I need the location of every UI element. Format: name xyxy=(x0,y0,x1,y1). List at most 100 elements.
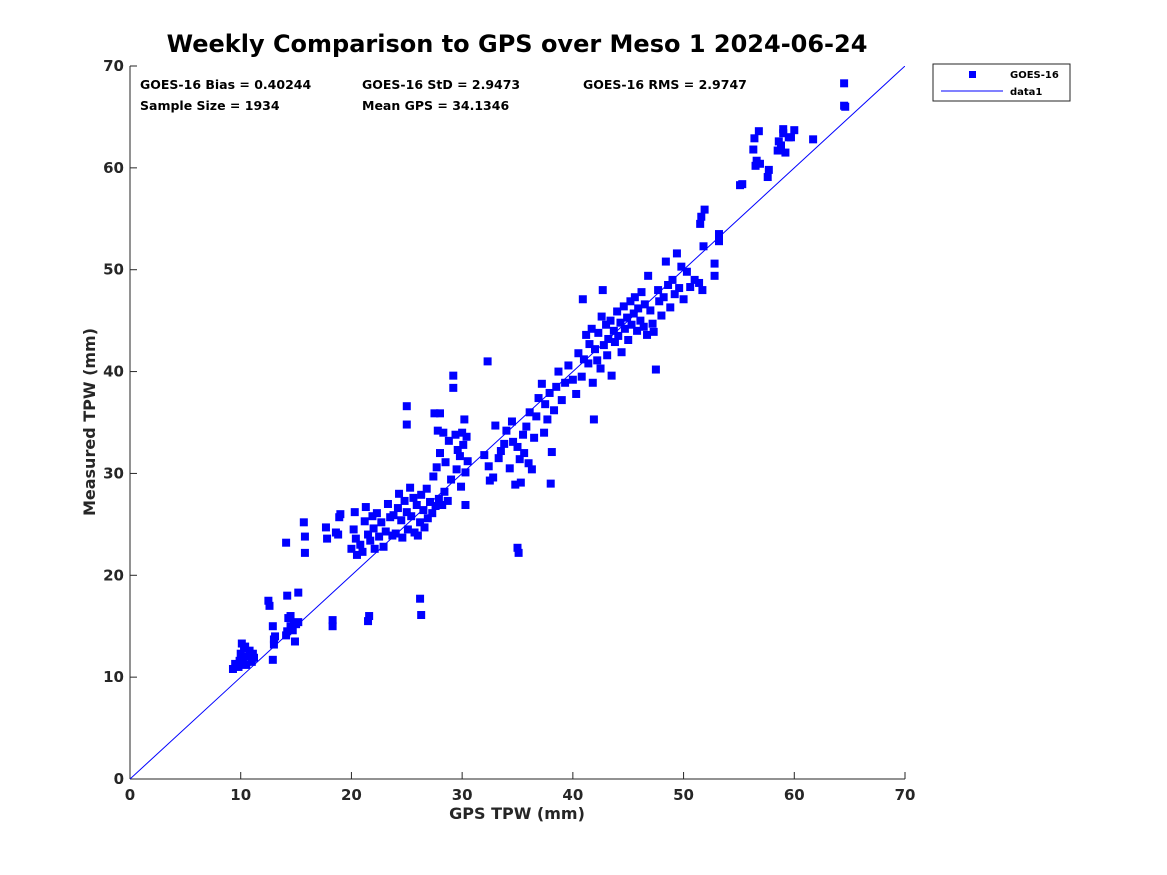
data-point xyxy=(699,242,708,251)
data-point xyxy=(500,439,509,448)
data-point xyxy=(444,436,453,445)
data-point xyxy=(624,335,633,344)
data-point xyxy=(236,649,245,658)
data-point xyxy=(516,478,525,487)
data-point xyxy=(242,660,251,669)
data-point xyxy=(288,626,297,635)
y-tick-label: 0 xyxy=(114,770,124,788)
data-point xyxy=(300,548,309,557)
data-point xyxy=(511,480,520,489)
data-point xyxy=(430,409,439,418)
data-point xyxy=(461,501,470,510)
data-point xyxy=(649,327,658,336)
data-point xyxy=(289,619,298,628)
data-point xyxy=(248,649,257,658)
data-point xyxy=(751,161,760,170)
data-point xyxy=(738,180,747,189)
data-point xyxy=(358,547,367,556)
data-point xyxy=(639,322,648,331)
data-point xyxy=(397,516,406,525)
data-point xyxy=(439,428,448,437)
data-point xyxy=(426,497,435,506)
data-point xyxy=(545,388,554,397)
data-point xyxy=(283,591,292,600)
data-point xyxy=(599,341,608,350)
data-point xyxy=(550,406,559,415)
stat-rms: GOES-16 RMS = 2.9747 xyxy=(583,77,747,92)
data-point xyxy=(764,165,773,174)
data-point xyxy=(546,479,555,488)
data-point xyxy=(395,489,404,498)
data-point xyxy=(750,134,759,143)
data-point xyxy=(715,230,723,239)
data-point xyxy=(294,618,303,627)
data-point xyxy=(636,316,645,325)
data-point xyxy=(710,259,719,268)
data-point xyxy=(672,249,681,258)
data-point xyxy=(597,312,606,321)
data-point xyxy=(520,449,529,458)
data-point xyxy=(271,632,280,641)
data-point xyxy=(668,275,677,284)
data-point xyxy=(620,324,629,333)
data-point xyxy=(409,493,418,502)
data-point xyxy=(416,518,425,527)
data-point xyxy=(564,361,573,370)
data-point xyxy=(290,637,299,646)
y-tick-label: 50 xyxy=(103,261,124,279)
data-point xyxy=(609,326,618,335)
data-point xyxy=(507,417,516,426)
data-point xyxy=(603,351,612,360)
data-point xyxy=(540,428,549,437)
data-point xyxy=(264,596,273,605)
data-point xyxy=(606,316,615,325)
data-point xyxy=(459,440,468,449)
data-point xyxy=(502,426,511,435)
legend-marker-goes16 xyxy=(969,71,976,78)
data-point xyxy=(604,334,613,343)
data-point xyxy=(383,499,392,508)
data-point xyxy=(644,271,653,280)
data-point xyxy=(483,357,492,366)
data-point xyxy=(451,430,460,439)
data-point xyxy=(602,320,611,329)
data-point xyxy=(515,455,524,464)
data-point xyxy=(637,288,646,297)
x-tick-label: 40 xyxy=(562,786,583,804)
legend-box xyxy=(932,63,1071,102)
data-point xyxy=(568,375,577,384)
data-point xyxy=(561,378,570,387)
data-point xyxy=(749,145,758,154)
data-point xyxy=(417,490,426,499)
data-point xyxy=(368,512,377,521)
data-point xyxy=(247,657,256,666)
data-point xyxy=(283,627,292,636)
data-point xyxy=(617,348,626,357)
data-point xyxy=(541,400,550,409)
data-point xyxy=(589,415,598,424)
data-point xyxy=(715,237,723,246)
data-point xyxy=(350,508,359,517)
data-point xyxy=(400,496,409,505)
data-point xyxy=(677,262,686,271)
data-point xyxy=(365,612,374,621)
data-point xyxy=(299,518,308,527)
data-point xyxy=(432,463,441,472)
data-point xyxy=(522,422,531,431)
data-point xyxy=(634,304,643,313)
data-point xyxy=(402,508,411,517)
data-point xyxy=(779,129,788,138)
data-point xyxy=(422,484,431,493)
data-point xyxy=(268,622,277,631)
y-tick-label: 70 xyxy=(103,57,124,75)
data-point xyxy=(554,367,563,376)
data-point xyxy=(449,371,458,380)
data-point xyxy=(268,655,277,664)
data-point xyxy=(457,482,466,491)
series-line-data1 xyxy=(130,66,905,779)
data-point xyxy=(436,449,444,458)
data-point xyxy=(361,503,370,512)
y-tick-label: 60 xyxy=(103,159,124,177)
data-point xyxy=(235,656,244,665)
